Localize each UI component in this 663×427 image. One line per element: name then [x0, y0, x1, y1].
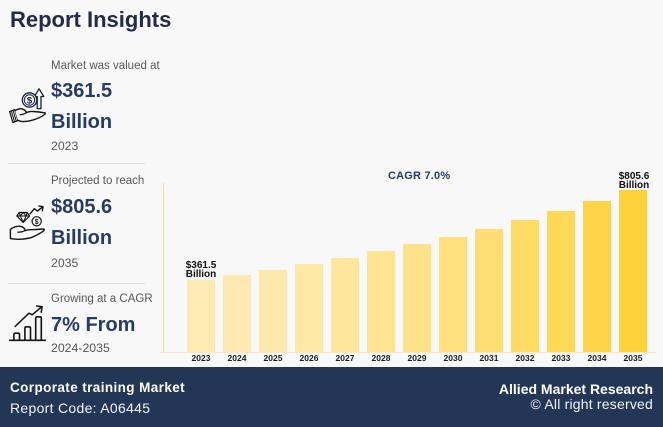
svg-text:$: $ [35, 219, 39, 226]
svg-text:$: $ [27, 96, 33, 107]
